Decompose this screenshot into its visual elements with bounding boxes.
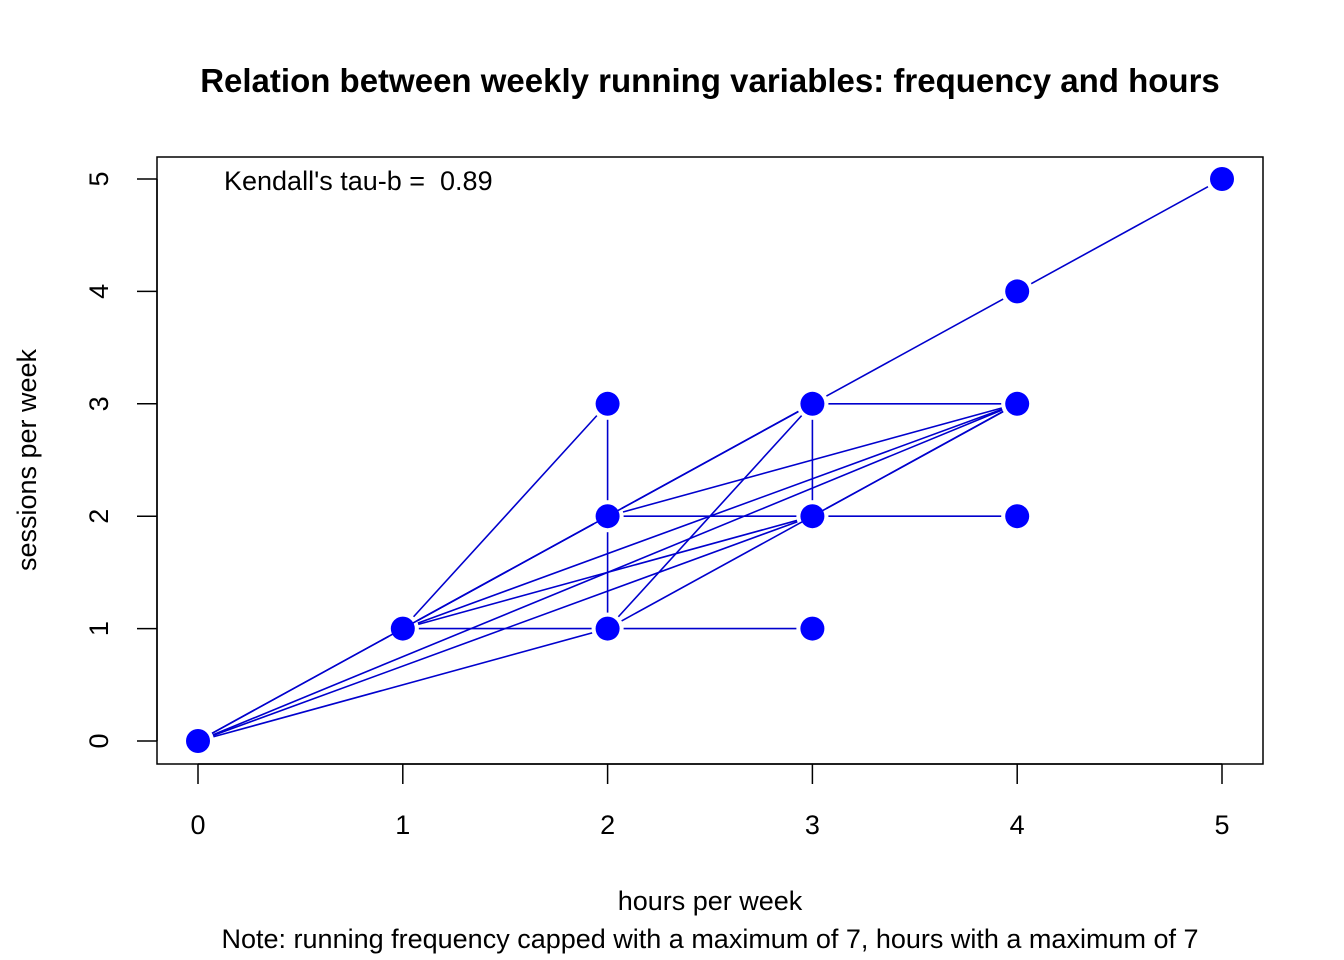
data-point (1210, 167, 1234, 191)
points-layer (186, 167, 1234, 753)
data-point (595, 391, 620, 416)
data-point (800, 391, 825, 416)
data-point (595, 616, 620, 641)
x-tick-label: 2 (600, 810, 615, 840)
connections-layer (211, 185, 1209, 738)
data-point (800, 616, 825, 641)
kendall-annotation: Kendall's tau-b = 0.89 (224, 166, 493, 196)
x-tick-label: 5 (1214, 810, 1229, 840)
connection-line (826, 298, 1004, 397)
x-tick-label: 3 (805, 810, 820, 840)
data-point (800, 504, 825, 529)
x-axis: 0 1 2 3 4 5 (190, 763, 1230, 840)
data-point (186, 729, 210, 753)
connection-line (826, 410, 1004, 510)
footnote: Note: running frequency capped with a ma… (222, 924, 1199, 954)
connection-line (1030, 185, 1209, 285)
data-point (390, 616, 415, 641)
y-tick-label: 4 (84, 284, 114, 299)
connection-line (412, 415, 598, 618)
x-tick-label: 1 (395, 810, 410, 840)
y-tick-label: 0 (84, 733, 114, 748)
connection-line (213, 632, 593, 738)
y-tick-label: 1 (84, 621, 114, 636)
y-tick-label: 3 (84, 396, 114, 411)
y-axis-label: sessions per week (12, 348, 42, 571)
data-point (1005, 504, 1030, 529)
x-tick-label: 0 (190, 810, 205, 840)
y-tick-label: 2 (84, 509, 114, 524)
chart-title: Relation between weekly running variable… (200, 62, 1220, 99)
y-tick-label: 5 (84, 171, 114, 186)
connection-line (621, 410, 799, 510)
y-axis: 0 1 2 3 4 5 (84, 171, 158, 749)
data-point (1005, 391, 1030, 416)
data-point (595, 504, 620, 529)
x-axis-label: hours per week (618, 886, 803, 916)
x-tick-label: 4 (1010, 810, 1025, 840)
data-point (1005, 279, 1030, 304)
